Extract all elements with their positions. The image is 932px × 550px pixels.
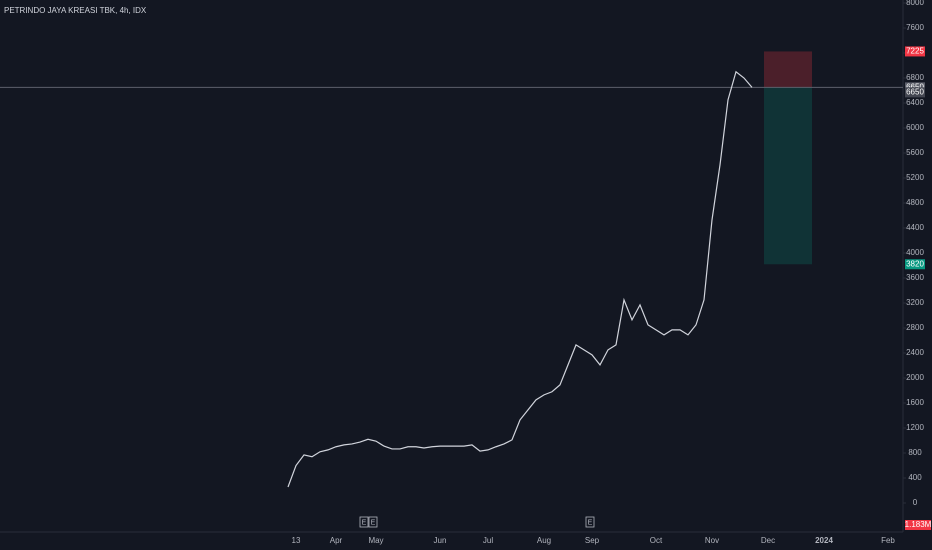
event-marker-box <box>585 516 595 528</box>
event-marker-box <box>359 516 369 528</box>
y-tick-label: 2800 <box>906 323 924 332</box>
x-tick-label: Dec <box>761 536 775 545</box>
x-tick-label: Jul <box>483 536 493 545</box>
x-tick-label: Feb <box>881 536 895 545</box>
y-tick-label: 3600 <box>906 273 924 282</box>
entry-label: 6650 <box>906 87 924 96</box>
target-zone <box>764 87 812 265</box>
y-tick-label: 400 <box>908 473 922 482</box>
last-price-label: 6650 <box>906 82 924 91</box>
event-marker: E <box>371 519 376 526</box>
y-tick-label: 1200 <box>906 423 924 432</box>
y-tick-label: 800 <box>908 448 922 457</box>
volume-label-bg <box>905 520 931 530</box>
target-label-bg <box>905 259 925 270</box>
x-tick-label: Sep <box>585 536 600 545</box>
y-tick-label: 2000 <box>906 373 924 382</box>
y-tick-label: 4400 <box>906 223 924 232</box>
x-tick-label: 13 <box>292 536 301 545</box>
target-label: 3820 <box>906 259 924 268</box>
y-tick-label: 6400 <box>906 98 924 107</box>
y-tick-label: 2400 <box>906 348 924 357</box>
y-tick-label: 5200 <box>906 173 924 182</box>
y-tick-label: 4800 <box>906 198 924 207</box>
x-tick-label: Oct <box>650 536 663 545</box>
x-tick-label: Jun <box>434 536 447 545</box>
y-tick-label: 3200 <box>906 298 924 307</box>
y-tick-label: 1600 <box>906 398 924 407</box>
chart-title: PETRINDO JAYA KREASI TBK, 4h, IDX <box>4 6 147 15</box>
x-tick-label: Aug <box>537 536 551 545</box>
y-tick-label: 7600 <box>906 23 924 32</box>
entry-label-bg <box>905 87 925 98</box>
event-marker: E <box>362 519 367 526</box>
price-line <box>287 70 753 488</box>
stop-label: 7225 <box>906 47 924 56</box>
x-tick-label: Nov <box>705 536 719 545</box>
x-tick-label: Apr <box>330 536 343 545</box>
y-tick-label: 8000 <box>906 0 924 7</box>
y-tick-label: 5600 <box>906 148 924 157</box>
y-tick-label: 6000 <box>906 123 924 132</box>
y-tick-label: 6800 <box>906 73 924 82</box>
event-marker-box <box>368 516 378 528</box>
y-tick-label: 0 <box>913 498 918 507</box>
y-tick-label: 4000 <box>906 248 924 257</box>
stop-zone <box>764 51 812 88</box>
x-tick-label: 2024 <box>815 536 833 545</box>
volume-label: 1.183M <box>905 520 932 529</box>
stop-label-bg <box>905 46 925 57</box>
event-marker: E <box>588 519 593 526</box>
x-tick-label: May <box>368 536 383 545</box>
